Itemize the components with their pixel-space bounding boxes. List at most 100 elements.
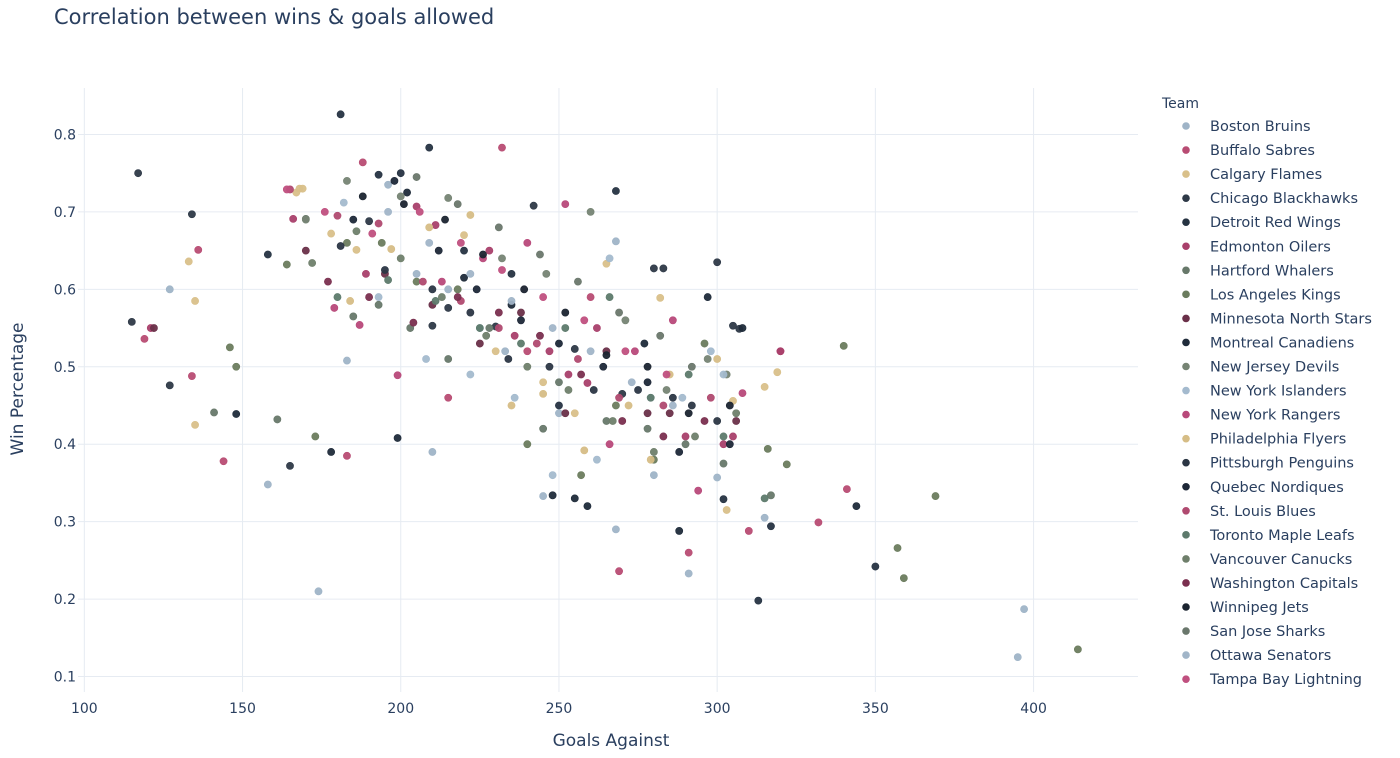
legend-item[interactable]: Hartford Whalers [1182, 263, 1334, 279]
legend-item[interactable]: Chicago Blackhawks [1182, 191, 1358, 207]
legend-item[interactable]: Boston Bruins [1182, 119, 1311, 135]
legend-item[interactable]: Washington Capitals [1182, 576, 1358, 592]
data-point [475, 324, 484, 332]
y-axis-title: Win Percentage [8, 323, 28, 456]
data-point [333, 293, 342, 301]
data-point [687, 362, 696, 371]
data-point [384, 207, 392, 216]
data-point [188, 372, 196, 380]
data-point [536, 250, 544, 259]
series-ottawa-senators [384, 207, 677, 410]
legend-item[interactable]: Los Angeles Kings [1182, 287, 1341, 303]
legend[interactable]: Boston Bruins Buffalo Sabres Calgary Flame… [1182, 119, 1372, 688]
data-point [327, 448, 336, 456]
legend-marker [1182, 579, 1190, 587]
data-point [444, 304, 453, 312]
data-point [339, 198, 348, 207]
legend-item[interactable]: New York Islanders [1182, 384, 1347, 400]
data-point [494, 324, 503, 332]
legend-item[interactable]: New York Rangers [1182, 408, 1340, 424]
data-point [349, 215, 358, 224]
legend-item[interactable]: Buffalo Sabres [1182, 143, 1315, 159]
data-point [684, 569, 693, 578]
data-point [589, 386, 598, 394]
data-point [232, 410, 241, 418]
data-point [577, 370, 586, 379]
data-point [494, 308, 503, 317]
data-point [191, 297, 199, 305]
data-point [387, 245, 396, 253]
data-point [289, 214, 298, 223]
legend-item[interactable]: Edmonton Oilers [1182, 239, 1331, 255]
data-point [643, 362, 652, 371]
legend-item[interactable]: Toronto Maple Leafs [1182, 528, 1355, 544]
legend-item[interactable]: Ottawa Senators [1182, 648, 1331, 664]
data-point [719, 495, 728, 504]
data-point [814, 518, 823, 527]
legend-item[interactable]: Pittsburgh Penguins [1182, 456, 1354, 472]
data-point [713, 258, 722, 267]
legend-marker [1182, 410, 1190, 419]
legend-item[interactable]: Vancouver Canucks [1182, 552, 1352, 568]
data-point [384, 180, 392, 189]
data-point [608, 417, 617, 425]
data-point [127, 317, 136, 326]
legend-item[interactable]: Calgary Flames [1182, 167, 1322, 183]
data-point [763, 444, 772, 453]
data-point [839, 341, 848, 350]
y-tick-label: 0.5 [54, 360, 76, 376]
data-point [298, 184, 307, 193]
data-point [374, 300, 383, 309]
legend-item[interactable]: Tampa Bay Lightning [1182, 672, 1362, 688]
legend-label: Detroit Red Wings [1210, 215, 1341, 231]
data-point [485, 246, 494, 255]
legend-label: Vancouver Canucks [1210, 552, 1352, 568]
legend-marker [1182, 338, 1190, 347]
data-point [343, 238, 351, 247]
data-point [722, 506, 731, 514]
data-point [282, 185, 291, 194]
legend-item[interactable]: Montreal Canadiens [1182, 335, 1354, 351]
legend-item[interactable]: St. Louis Blues [1182, 504, 1316, 520]
data-point [555, 401, 563, 410]
data-point [428, 448, 437, 456]
data-point [931, 492, 940, 500]
legend-item[interactable]: Quebec Nordiques [1182, 480, 1344, 496]
legend-item[interactable]: Detroit Red Wings [1182, 215, 1341, 231]
data-point [365, 293, 374, 301]
legend-item[interactable]: Minnesota North Stars [1182, 311, 1372, 327]
data-point [643, 409, 652, 418]
data-point [507, 269, 516, 278]
data-point [719, 459, 728, 468]
legend-label: Winnipeg Jets [1210, 600, 1309, 616]
data-point [574, 355, 582, 363]
legend-item[interactable]: New Jersey Devils [1182, 360, 1339, 376]
data-point [523, 362, 532, 371]
data-point [599, 362, 608, 371]
legend-item[interactable]: Philadelphia Flyers [1182, 432, 1346, 448]
legend-label: St. Louis Blues [1210, 504, 1316, 520]
legend-item[interactable]: San Jose Sharks [1182, 624, 1325, 640]
data-point [191, 420, 199, 429]
data-point [615, 567, 623, 576]
data-point [618, 417, 627, 425]
legend-marker [1182, 170, 1190, 178]
data-point [586, 347, 595, 356]
data-point [570, 409, 579, 418]
data-point [184, 257, 193, 266]
data-point [627, 378, 636, 387]
data-point [1013, 653, 1022, 662]
series-calgary-flames [184, 184, 782, 514]
data-point [311, 432, 320, 441]
data-point [355, 321, 364, 329]
legend-label: Tampa Bay Lightning [1209, 672, 1362, 688]
data-point [396, 169, 405, 178]
data-point [586, 293, 595, 301]
data-point [662, 370, 671, 379]
legend-item[interactable]: Winnipeg Jets [1182, 600, 1309, 616]
data-point [150, 324, 158, 332]
data-point [330, 304, 339, 312]
data-point [365, 217, 374, 226]
data-point [656, 293, 665, 302]
data-point [434, 246, 443, 255]
